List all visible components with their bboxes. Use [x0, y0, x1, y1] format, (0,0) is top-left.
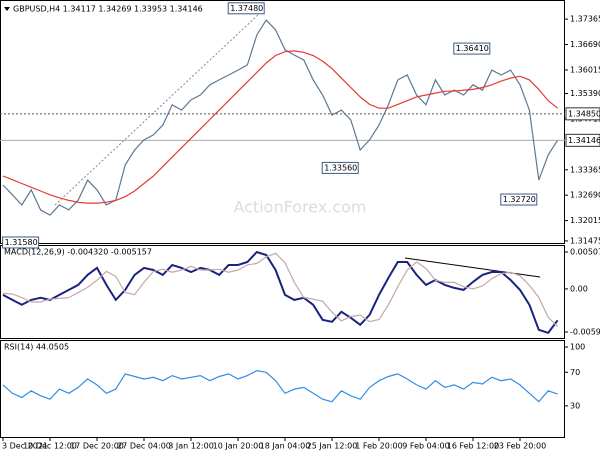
y-tick-label: 1.35390 — [570, 89, 600, 98]
x-tick-label: 17 Dec 20:00 — [70, 442, 124, 450]
annotation-box — [321, 161, 359, 174]
macd-title: MACD(12,26,9) -0.004320 -0.005157 — [4, 248, 152, 257]
annotation-label: 1.33560 — [324, 163, 357, 172]
rsi-title: RSI(14) 44.0505 — [4, 343, 69, 352]
y-tick-label: 1.36690 — [570, 40, 600, 49]
rsi-panel — [0, 340, 565, 438]
annotation-label: 1.31580 — [5, 238, 38, 247]
annotation-label: 1.36410 — [456, 44, 489, 53]
series-line — [2, 369, 558, 403]
series-line — [2, 252, 559, 327]
y-tick-label: 1.36015 — [570, 65, 600, 74]
annotation-label: 1.37480 — [230, 4, 263, 13]
y-tick-label: 1.32015 — [570, 216, 600, 225]
y-tick-label: 0.00 — [570, 284, 588, 293]
level-box — [565, 133, 600, 147]
x-tick-label: 16 Feb 12:00 — [447, 442, 499, 450]
x-tick-label: 10 Dec 12:00 — [23, 442, 77, 450]
y-tick-label: 1.31475 — [570, 236, 600, 245]
series-line — [2, 250, 559, 334]
price-panel — [0, 0, 565, 244]
x-tick-label: 23 Feb 20:00 — [494, 442, 546, 450]
annotation-label: 1.32720 — [503, 195, 536, 204]
y-tick-label: 30 — [570, 401, 580, 410]
chart-title: GBPUSD,H4 1.34117 1.34269 1.33953 1.3414… — [13, 5, 203, 14]
x-tick-label: 3 Jan 12:00 — [168, 442, 214, 450]
annotation-box — [453, 42, 491, 55]
watermark: ActionForex.com — [233, 198, 366, 217]
title-icon — [4, 7, 10, 11]
y-tick-label: 1.37365 — [570, 15, 600, 24]
series-line — [2, 19, 559, 216]
y-tick-label: 0.00507 — [570, 248, 600, 257]
y-tick-label: 1.33365 — [570, 165, 600, 174]
x-tick-label: 1 Feb 20:00 — [355, 442, 402, 450]
annotation-box — [227, 2, 265, 15]
x-tick-label: 25 Jan 12:00 — [307, 442, 358, 450]
series-line — [2, 50, 558, 204]
level-box — [565, 107, 600, 121]
level-label: 1.34146 — [568, 136, 600, 145]
y-tick-label: 1.32690 — [570, 191, 600, 200]
level-label: 1.34850 — [568, 109, 600, 118]
y-tick-label: 70 — [570, 368, 580, 377]
macd-panel — [0, 245, 565, 339]
y-tick-label: 100 — [570, 343, 585, 352]
x-tick-label: 9 Feb 04:00 — [402, 442, 449, 450]
annotation-box — [500, 193, 538, 206]
trend-line — [54, 14, 259, 206]
x-tick-label: 10 Jan 20:00 — [213, 442, 264, 450]
annotation-box — [2, 236, 40, 249]
x-tick-label: 18 Jan 04:00 — [260, 442, 311, 450]
x-tick-label: 27 Dec 04:00 — [117, 442, 171, 450]
macd-trend-line — [404, 257, 541, 278]
x-tick-label: 3 Dec 2021 — [2, 442, 48, 450]
y-tick-label: -0.00593 — [570, 328, 600, 337]
